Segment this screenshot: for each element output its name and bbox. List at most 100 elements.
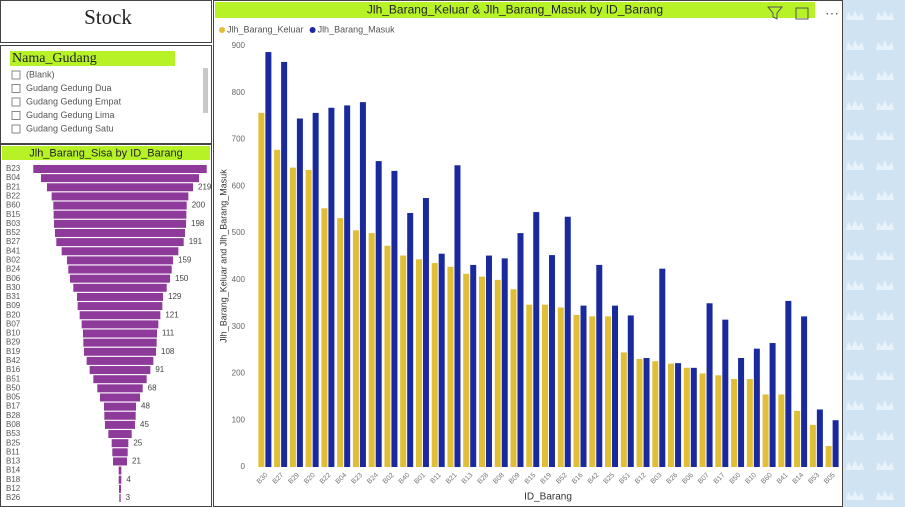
slicer-item[interactable]: Gudang Gedung Dua [26,83,112,93]
category-label: B05 [6,393,21,402]
background-strip [843,0,905,507]
slicer-item[interactable]: (Blank) [26,69,55,79]
value-label: 25 [133,438,142,447]
checkbox[interactable] [11,70,21,80]
bar [494,279,501,467]
funnel-bar [112,448,128,457]
funnel-bar [51,192,189,201]
chart-title: Jlh_Barang_Sisa by ID_Barang [29,147,182,159]
category-label: B30 [6,283,21,292]
bar [305,169,312,467]
bar [612,305,619,467]
bar [753,348,760,467]
legend-label[interactable]: Jlh_Barang_Masuk [318,24,396,34]
bar [816,409,823,467]
value-label: 129 [168,292,182,301]
funnel-bar [69,274,171,283]
bar [352,230,359,467]
bar [296,118,303,467]
bar [573,314,580,467]
bar [801,316,808,467]
value-label: 3 [126,493,131,502]
bar [731,379,738,467]
bar [501,258,508,467]
category-label: B21 [6,182,21,191]
funnel-bar [46,183,194,192]
bar [375,161,382,467]
bar [675,363,682,467]
bar [337,218,344,467]
bar [794,410,801,467]
slicer-title: Nama_Gudang [12,51,97,66]
category-label: B04 [6,173,21,182]
bar [627,315,634,467]
bar [706,303,713,467]
funnel-bar [53,201,187,210]
bar [557,307,564,467]
y-tick-label: 900 [232,41,246,50]
value-label: 219 [198,182,212,191]
bar [312,112,319,468]
funnel-bar [53,210,187,219]
bar [746,379,753,467]
bar [265,52,272,467]
funnel-bar [61,247,179,256]
value-label: 68 [148,383,157,392]
funnel-bar [97,384,143,393]
checkbox[interactable] [11,124,21,134]
funnel-bar [33,165,207,173]
funnel-bar [68,265,172,274]
category-label: B42 [6,356,21,365]
bar [762,394,769,467]
value-label: 108 [161,347,175,356]
filter-icon[interactable] [766,6,784,20]
category-label: B29 [6,338,21,347]
checkbox[interactable] [11,84,21,93]
slicer-header [10,51,175,66]
category-label: B13 [6,457,21,466]
more-icon[interactable]: ··· [825,5,839,21]
checkbox[interactable] [11,111,21,120]
bar [431,263,438,467]
bar [809,424,816,467]
slicer-item[interactable]: Gudang Gedung Satu [26,123,114,133]
category-label: B02 [6,255,21,264]
category-label: B52 [6,228,21,237]
category-label: B26 [6,493,21,502]
value-label: 21 [132,457,141,466]
bar [463,273,470,467]
checkbox[interactable] [11,97,21,107]
bar [636,358,643,467]
bar [281,61,288,467]
y-tick-label: 0 [241,462,246,471]
value-label: 159 [178,255,192,264]
funnel-header [2,146,210,160]
funnel-bar [40,174,200,183]
bar [274,149,281,467]
slicer-item[interactable]: Gudang Gedung Empat [26,96,122,106]
category-label: B28 [6,411,21,420]
funnel-bar [76,292,164,301]
slicer-item[interactable]: Gudang Gedung Lima [26,110,115,120]
bar [470,264,477,467]
focus-icon[interactable] [795,7,809,20]
category-label: B15 [6,210,21,219]
bar [652,361,659,467]
slicer-items: (Blank) Gudang Gedung Dua Gudang Gedung Em… [11,69,122,134]
bar [510,289,517,467]
bar [605,316,612,467]
category-label: B53 [6,429,21,438]
bar [769,343,776,467]
y-tick-label: 100 [232,415,246,424]
title-box [0,0,212,43]
legend-label[interactable]: Jlh_Barang_Keluar [227,24,304,34]
bar [785,300,792,467]
bar [589,316,596,467]
y-tick-label: 700 [232,135,246,144]
bar [400,255,407,467]
bar [542,304,548,467]
bar [643,358,650,467]
bar [715,375,722,467]
bar [289,167,296,467]
